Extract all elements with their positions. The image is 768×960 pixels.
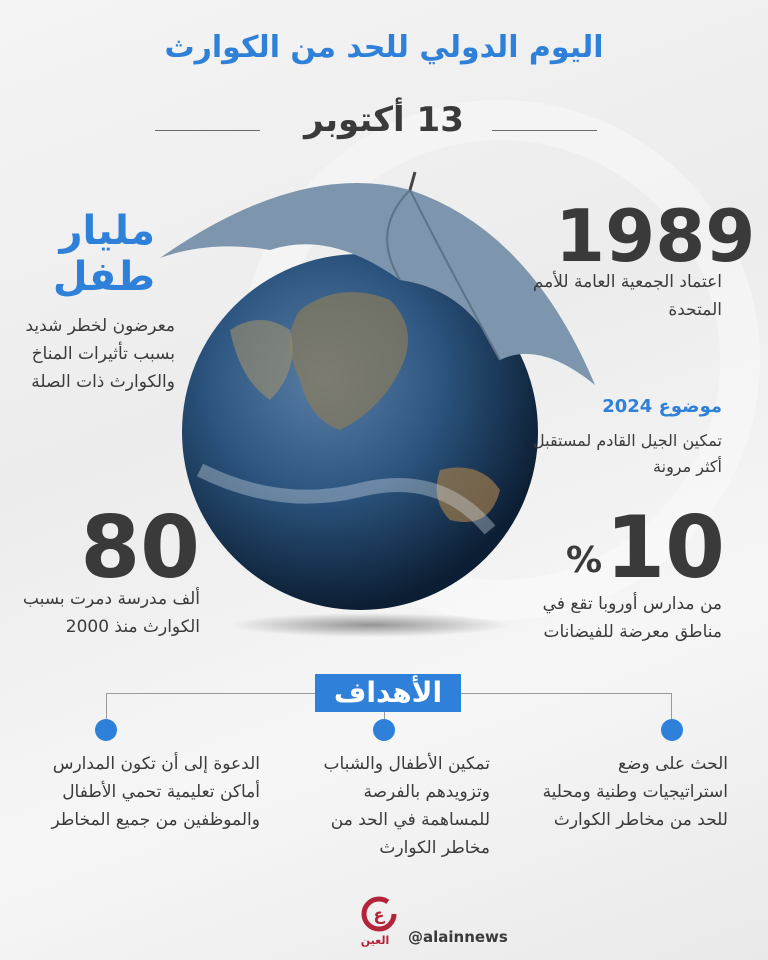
goal-bullet-icon [95,719,117,741]
goal-item: الحث على وضع استراتيجيات وطنية ومحلية لل… [542,754,728,830]
land-australia [436,467,500,522]
year-number: 1989 [555,194,756,278]
percent-sign: % [566,540,603,581]
goals-title: الأهداف [315,674,461,712]
umbrella-canopy [160,182,595,385]
land-asia [290,292,408,430]
europe-schools-text: من مدارس أوروبا تقع في مناطق معرضة للفيض… [542,594,722,642]
land-africa [230,320,293,400]
goal-bullet-icon [661,719,683,741]
divider-left [155,130,260,131]
goal-item: تمكين الأطفال والشباب وتزويدهم بالفرصة ل… [323,754,491,858]
alain-logo-icon: ع [361,896,397,932]
schools-destroyed-number: 80 [80,498,200,598]
globe-umbrella-illustration [160,171,595,637]
billion-children-headline: مليار طفل [30,208,155,300]
europe-schools-number: 10 [605,498,725,598]
billion-children-text: معرضون لخطر شديد بسبب تأثيرات المناخ وال… [25,316,176,392]
logo-text: العين [360,934,390,947]
umbrella-tip [408,171,417,191]
divider-right [492,130,597,131]
globe-shadow [230,613,510,637]
connector-center [384,712,385,724]
year-text: اعتماد الجمعية العامة للأمم المتحدة [532,272,722,320]
headline-child: طفل [52,254,155,300]
theme-text: تمكين الجيل القادم لمستقبل أكثر مرونة [533,431,722,476]
theme-label: موضوع 2024 [602,396,722,417]
page-title: اليوم الدولي للحد من الكوارث [164,30,604,65]
clouds [196,463,496,535]
svg-text:ع: ع [374,905,386,924]
connector-right [671,693,672,723]
schools-destroyed-text: ألف مدرسة دمرت بسبب الكوارث منذ 2000 [22,589,200,637]
goal-item: الدعوة إلى أن تكون المدارس أماكن تعليمية… [51,754,261,830]
goal-bullet-icon [373,719,395,741]
event-date: 13 أكتوبر [304,100,464,140]
connector-left [106,693,107,723]
social-handle[interactable]: @alainnews [408,928,508,946]
headline-billion: مليار [59,208,155,254]
